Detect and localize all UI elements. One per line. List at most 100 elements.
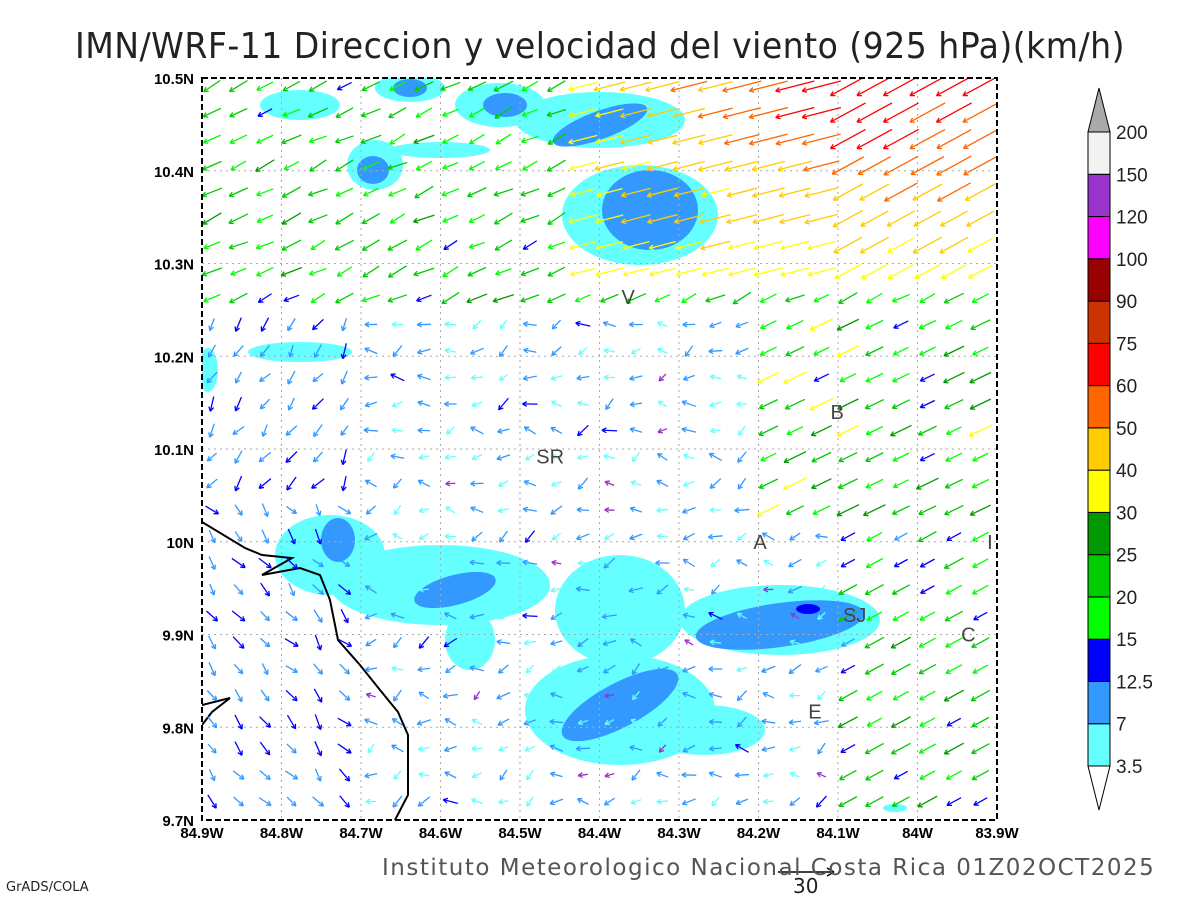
wind-vector [228,241,249,250]
wind-vector [917,425,937,436]
wind-vector [234,714,243,730]
wind-vector [391,400,403,408]
wind-vector [498,345,508,358]
wind-vector [918,637,937,648]
wind-vector [550,587,563,593]
wind-vector [622,240,650,251]
wind-vector [415,160,433,171]
wind-vector [522,559,538,566]
wind-vector [813,373,830,382]
wind-vector [837,716,858,728]
wind-vector [726,213,758,225]
wind-vector [387,294,408,303]
wind-vector [444,771,457,779]
wind-vector [206,478,218,489]
wind-vector [892,452,910,462]
wind-vector [364,374,378,381]
wind-vector [387,265,407,278]
wind-vector [865,452,884,463]
wind-vector [310,239,326,251]
wind-vector [935,102,972,123]
wind-vector [388,187,407,197]
wind-vector [364,532,378,541]
colorbar-swatch [1087,131,1111,175]
wind-vector [736,612,747,620]
colorbar-swatch [1087,173,1111,218]
wind-vector [751,160,786,172]
wind-vector [340,318,348,332]
wind-vector [334,135,354,144]
wind-vector [785,294,805,303]
wind-vector [944,478,963,489]
wind-vector [444,559,456,566]
wind-vector [287,528,296,545]
wind-vector [257,108,273,117]
wind-vector [498,612,509,620]
wind-vector [710,584,720,595]
wind-vector [891,293,910,303]
wind-vector [809,318,834,331]
place-label: A [753,532,767,554]
wind-vector [234,450,243,464]
wind-vector [415,239,433,251]
wind-vector [866,531,883,542]
wind-vector [444,454,457,461]
wind-vector [257,293,272,304]
wind-vector [762,692,775,699]
shade-blue [393,79,427,97]
wind-vector [445,664,456,674]
wind-vector [412,214,435,224]
wind-vector [604,772,615,779]
wind-vector [546,293,566,304]
wind-vector [390,453,405,460]
wind-vector [551,532,562,541]
wind-vector [763,559,774,567]
wind-vector [783,477,807,490]
wind-vector [550,400,562,408]
wind-vector [577,477,589,490]
y-axis-ticks: 10.5N 10.4N 10.3N 10.2N 10.1N 10N 9.9N 9.8N 9.7N [154,71,194,830]
wind-vector [469,665,485,672]
wind-vector [233,796,244,807]
wind-vector [865,425,884,436]
wind-vector [522,240,538,250]
wind-vector [682,665,696,673]
map-frame [201,77,998,821]
wind-vector [472,319,482,330]
wind-vector [525,664,535,674]
wind-vector [311,398,324,410]
wind-vector [522,612,538,619]
wind-vector [364,479,377,488]
wind-vector [468,160,486,171]
wind-vector [255,159,275,172]
wind-vector [202,134,221,144]
wind-vector [708,666,723,672]
wind-vector [259,637,271,648]
wind-vector [281,239,302,251]
wind-vector [656,479,669,487]
wind-vector [603,664,616,674]
wind-vector [577,424,589,437]
wind-vector [837,398,859,410]
wind-vector [208,396,215,412]
wind-vector [973,797,988,806]
x-tick-label: 84.9W [180,825,224,842]
wind-vector [416,348,431,355]
colorbar-label: 120 [1116,208,1148,229]
wind-vector [602,639,617,647]
wind-vector [498,746,509,752]
wind-vector [726,187,758,198]
wind-vector [698,160,733,172]
wind-vector [523,479,537,487]
wind-vector [655,666,669,673]
wind-vector [657,717,668,727]
shade-blue [561,668,679,742]
wind-vector [286,796,297,807]
wind-vector [763,610,774,622]
wind-vector [673,187,705,198]
wind-vector [839,769,857,781]
wind-vector [783,451,807,464]
wind-vector [577,454,589,461]
coastline [202,697,231,726]
wind-vector [282,80,301,92]
